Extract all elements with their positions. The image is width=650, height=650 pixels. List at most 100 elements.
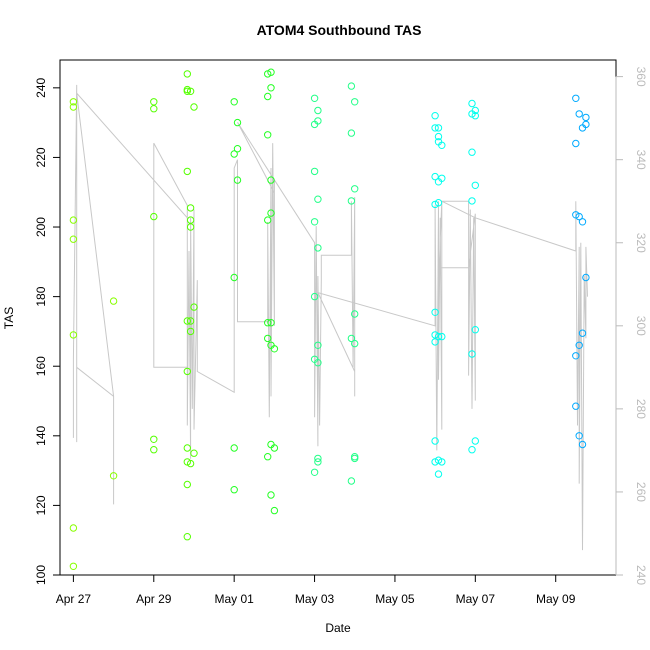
data-point [314, 458, 322, 466]
tas-point-layer [69, 68, 590, 570]
data-point [190, 103, 198, 111]
data-point [471, 326, 479, 334]
data-point [186, 317, 195, 325]
data-point [347, 334, 356, 343]
data-point [431, 112, 439, 120]
data-point [183, 70, 192, 78]
data-point [310, 218, 319, 226]
data-point [183, 167, 192, 176]
data-point [264, 216, 272, 224]
tas-line-series [72, 84, 588, 551]
data-point [468, 197, 476, 205]
data-point [434, 332, 443, 341]
x-axis-title: Date [325, 621, 351, 635]
y-axis-title: TAS [2, 307, 16, 329]
y2-tick-label: 360 [634, 67, 648, 87]
x-tick-label: Apr 29 [136, 592, 172, 606]
y2-tick-label: 320 [634, 233, 648, 253]
data-point [351, 185, 359, 193]
data-point [347, 477, 356, 485]
data-point [150, 105, 158, 113]
data-point [264, 453, 272, 461]
data-point [183, 87, 192, 96]
data-point [468, 350, 476, 358]
data-point [183, 480, 192, 489]
data-point [438, 174, 446, 183]
data-point [264, 319, 272, 327]
data-point [431, 437, 439, 445]
data-point [582, 273, 590, 282]
data-point [434, 470, 443, 478]
x-tick-label: May 07 [456, 592, 496, 606]
data-point [347, 129, 356, 137]
y2-tick-label: 240 [634, 565, 648, 585]
data-point [572, 402, 580, 410]
data-point [471, 106, 479, 115]
y2-tick-label: 280 [634, 399, 648, 419]
data-point [264, 92, 272, 101]
data-point [575, 341, 583, 349]
y-axis-right: 240 260 280 300 320 340 360 [615, 67, 648, 585]
data-point [186, 327, 195, 336]
data-point [351, 98, 359, 106]
data-point [109, 472, 118, 480]
data-point [434, 132, 443, 141]
data-point [264, 131, 272, 139]
x-tick-label: May 01 [214, 592, 254, 606]
data-point [471, 437, 479, 445]
y-tick-label: 120 [34, 495, 48, 515]
data-point [471, 181, 479, 190]
y-tick-label: 180 [34, 286, 48, 306]
data-point [431, 331, 439, 339]
data-point [347, 197, 356, 205]
data-point [69, 524, 78, 532]
data-point [468, 148, 476, 156]
data-point [314, 359, 322, 367]
data-point [69, 98, 78, 106]
data-point [69, 331, 78, 339]
data-point [575, 212, 583, 221]
data-point [572, 139, 580, 148]
y2-tick-label: 300 [634, 316, 648, 336]
data-point [230, 444, 238, 452]
x-tick-label: Apr 27 [56, 592, 92, 606]
data-point [230, 273, 238, 282]
data-point [150, 435, 158, 443]
data-point [183, 367, 192, 376]
data-point [183, 444, 192, 452]
data-point [233, 145, 242, 153]
data-point [572, 94, 580, 103]
data-point [267, 319, 275, 327]
data-point [186, 204, 195, 212]
x-axis: Apr 27 Apr 29 May 01 May 03 May 05 May 07 May … [56, 574, 576, 606]
data-point [575, 432, 583, 440]
x-tick-label: May 05 [375, 592, 415, 606]
data-point [431, 124, 439, 132]
y-tick-label: 100 [34, 565, 48, 585]
chart-title: ATOM4 Southbound TAS [257, 22, 422, 38]
data-point [264, 334, 272, 343]
data-point [310, 292, 319, 301]
y-tick-label: 240 [34, 78, 48, 98]
data-point [471, 112, 479, 120]
y2-tick-label: 260 [634, 482, 648, 502]
data-point [69, 216, 78, 224]
data-point [582, 113, 590, 122]
data-point [314, 341, 322, 349]
data-point [150, 446, 158, 454]
data-point [190, 449, 198, 457]
data-point [314, 454, 322, 463]
data-point [434, 124, 443, 132]
y-tick-label: 160 [34, 356, 48, 376]
data-point [578, 218, 587, 226]
data-point [150, 98, 158, 106]
data-point [310, 167, 319, 176]
data-point [150, 212, 158, 221]
data-point [267, 209, 275, 217]
data-point [186, 87, 195, 96]
data-point [578, 329, 587, 337]
data-point [431, 200, 439, 209]
y-tick-label: 200 [34, 217, 48, 237]
data-point [69, 103, 78, 111]
